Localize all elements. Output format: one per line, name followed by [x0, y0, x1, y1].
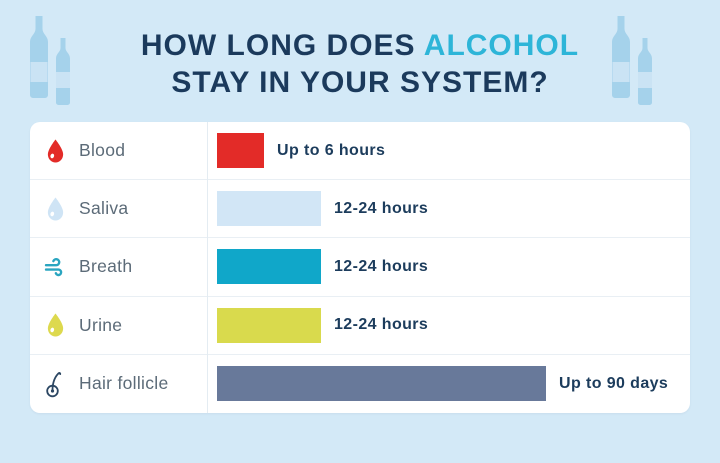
label-cell: Breath	[30, 238, 207, 295]
table-row-urine: Urine 12-24 hours	[30, 297, 690, 355]
title-line2: STAY IN YOUR SYSTEM?	[171, 66, 549, 99]
row-label: Saliva	[79, 198, 129, 219]
duration-bar	[217, 366, 546, 402]
duration-bar	[217, 133, 264, 169]
urine-drop-icon	[42, 310, 68, 340]
duration-bar	[217, 249, 321, 285]
page-title: HOW LONG DOES ALCOHOL STAY IN YOUR SYSTE…	[0, 27, 720, 101]
table-row-breath: Breath 12-24 hours	[30, 238, 690, 297]
table-row-saliva: Saliva 12-24 hours	[30, 180, 690, 239]
duration-label: Up to 6 hours	[277, 141, 386, 159]
duration-bar	[217, 307, 321, 343]
duration-table: Blood Up to 6 hours Saliva 12-24 h	[30, 122, 690, 413]
blood-drop-icon	[42, 136, 68, 166]
bottles-icon	[28, 16, 104, 113]
wine-bottles-icon	[612, 16, 652, 105]
duration-bar	[217, 191, 321, 227]
table-row-blood: Blood Up to 6 hours	[30, 122, 690, 181]
duration-label: Up to 90 days	[559, 374, 669, 392]
wine-bottles-icon	[30, 16, 70, 105]
row-label: Urine	[79, 314, 123, 335]
bar-cell: Up to 6 hours	[207, 122, 690, 179]
duration-label: 12-24 hours	[334, 316, 429, 334]
row-label: Hair follicle	[79, 373, 169, 394]
breath-wind-icon	[42, 252, 68, 282]
bar-cell: 12-24 hours	[207, 238, 690, 295]
title-line1-prefix: HOW LONG DOES	[140, 29, 424, 62]
bar-cell: 12-24 hours	[207, 180, 690, 237]
duration-label: 12-24 hours	[334, 199, 429, 217]
label-cell: Hair follicle	[30, 355, 207, 413]
table-row-hair-follicle: Hair follicle Up to 90 days	[30, 355, 690, 413]
row-label: Blood	[79, 140, 126, 161]
bar-cell: 12-24 hours	[207, 297, 690, 354]
bar-cell: Up to 90 days	[207, 355, 690, 413]
label-cell: Blood	[30, 122, 207, 179]
label-cell: Saliva	[30, 180, 207, 237]
saliva-drop-icon	[42, 194, 68, 224]
row-label: Breath	[79, 256, 133, 277]
hair-follicle-icon	[42, 369, 68, 399]
header: HOW LONG DOES ALCOHOL STAY IN YOUR SYSTE…	[0, 0, 720, 122]
label-cell: Urine	[30, 297, 207, 354]
title-line1-highlight: ALCOHOL	[423, 29, 580, 62]
column-divider	[207, 122, 208, 413]
bottles-icon	[610, 16, 686, 113]
duration-label: 12-24 hours	[334, 257, 429, 275]
title-line1: HOW LONG DOES ALCOHOL	[0, 27, 720, 64]
